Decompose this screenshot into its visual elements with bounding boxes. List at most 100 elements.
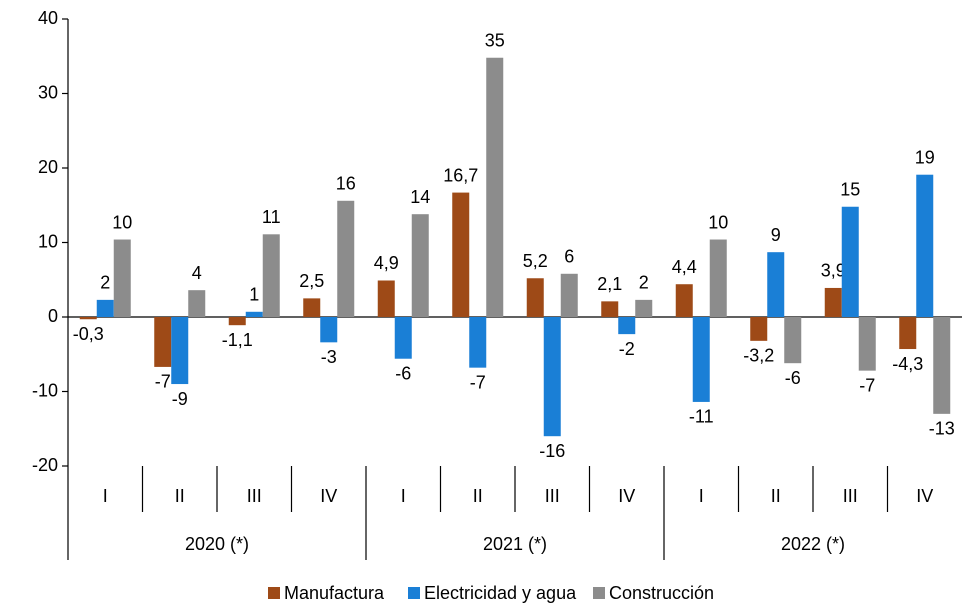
bar (899, 317, 917, 350)
legend-label: Manufactura (284, 583, 385, 603)
bar (320, 317, 338, 343)
x-tick-label: I (401, 486, 406, 506)
y-tick-label: -10 (32, 380, 58, 400)
bar (692, 317, 710, 402)
data-label: 2,1 (597, 274, 622, 294)
data-label: 15 (840, 179, 860, 199)
data-label: 14 (410, 187, 430, 207)
bar (188, 290, 206, 317)
data-label: -2 (619, 339, 635, 359)
bar (709, 239, 727, 317)
x-tick-label: II (473, 486, 483, 506)
data-label: -1,1 (222, 330, 253, 350)
x-tick-label: II (771, 486, 781, 506)
year-label: 2022 (*) (781, 534, 845, 554)
bar (784, 317, 802, 364)
data-label: -3 (321, 347, 337, 367)
bar (262, 234, 280, 317)
bar (750, 317, 768, 341)
bar (858, 317, 876, 371)
year-label: 2021 (*) (483, 534, 547, 554)
bar (933, 317, 951, 414)
legend-swatch (408, 587, 420, 599)
bar (560, 273, 578, 317)
bar (79, 317, 97, 320)
data-label: -13 (929, 419, 955, 439)
bar (245, 311, 263, 317)
data-label: 2 (639, 273, 649, 293)
bar (171, 317, 189, 385)
data-label: 11 (262, 207, 281, 227)
data-label: 4,4 (672, 257, 697, 277)
x-tick-label: III (247, 486, 262, 506)
legend-swatch (268, 587, 280, 599)
data-label: 2 (100, 273, 110, 293)
data-label: 9 (771, 225, 781, 245)
bar (337, 200, 355, 317)
data-label: 3,9 (821, 261, 846, 281)
x-tick-label: III (843, 486, 858, 506)
bar (394, 317, 412, 359)
data-label: 2,5 (299, 271, 324, 291)
data-label: -9 (172, 389, 188, 409)
data-label: -7 (859, 375, 875, 395)
data-label: 5,2 (523, 251, 548, 271)
x-tick-label: I (699, 486, 704, 506)
bar (526, 278, 544, 317)
bar (824, 287, 842, 317)
bar (601, 301, 619, 317)
data-label: 19 (915, 147, 935, 167)
bar (675, 284, 693, 317)
x-tick-label: II (175, 486, 185, 506)
data-label: -4,3 (892, 354, 923, 374)
bar (96, 299, 114, 317)
y-tick-label: 40 (38, 8, 58, 28)
data-label: -11 (689, 407, 714, 427)
x-tick-label: I (103, 486, 108, 506)
x-tick-label: IV (618, 486, 635, 506)
x-tick-label: IV (916, 486, 933, 506)
bar (916, 174, 934, 317)
bar (767, 252, 785, 317)
y-tick-label: 10 (38, 231, 58, 251)
bar (635, 299, 653, 317)
bar (486, 57, 504, 318)
bar (154, 317, 172, 367)
bar (841, 206, 859, 317)
x-tick-label: IV (320, 486, 337, 506)
legend-swatch (593, 587, 605, 599)
data-label: -6 (395, 363, 411, 383)
bar (303, 298, 321, 317)
bar (469, 317, 487, 368)
bar (618, 317, 636, 335)
bar (377, 280, 395, 317)
legend-label: Construcción (609, 583, 714, 603)
bar (113, 239, 131, 317)
legend-label: Electricidad y agua (424, 583, 577, 603)
data-label: 6 (564, 247, 574, 267)
y-tick-label: 20 (38, 157, 58, 177)
data-label: -16 (539, 441, 565, 461)
data-label: -0,3 (73, 324, 104, 344)
data-label: 4,9 (374, 253, 399, 273)
data-label: 4 (192, 263, 202, 283)
y-tick-label: 30 (38, 82, 58, 102)
y-tick-label: -20 (32, 455, 58, 475)
data-label: -3,2 (743, 346, 774, 366)
y-tick-label: 0 (48, 306, 58, 326)
x-tick-label: III (545, 486, 560, 506)
data-label: -6 (785, 368, 801, 388)
bar (411, 214, 429, 317)
data-label: 16 (336, 174, 356, 194)
data-label: 10 (112, 212, 132, 232)
year-label: 2020 (*) (185, 534, 249, 554)
bar (452, 192, 470, 317)
data-label: 35 (485, 30, 505, 50)
bar (543, 317, 561, 437)
data-label: 10 (708, 212, 728, 232)
data-label: -7 (155, 372, 171, 392)
bar (228, 317, 246, 326)
data-label: 16,7 (443, 165, 478, 185)
data-label: -7 (470, 372, 486, 392)
